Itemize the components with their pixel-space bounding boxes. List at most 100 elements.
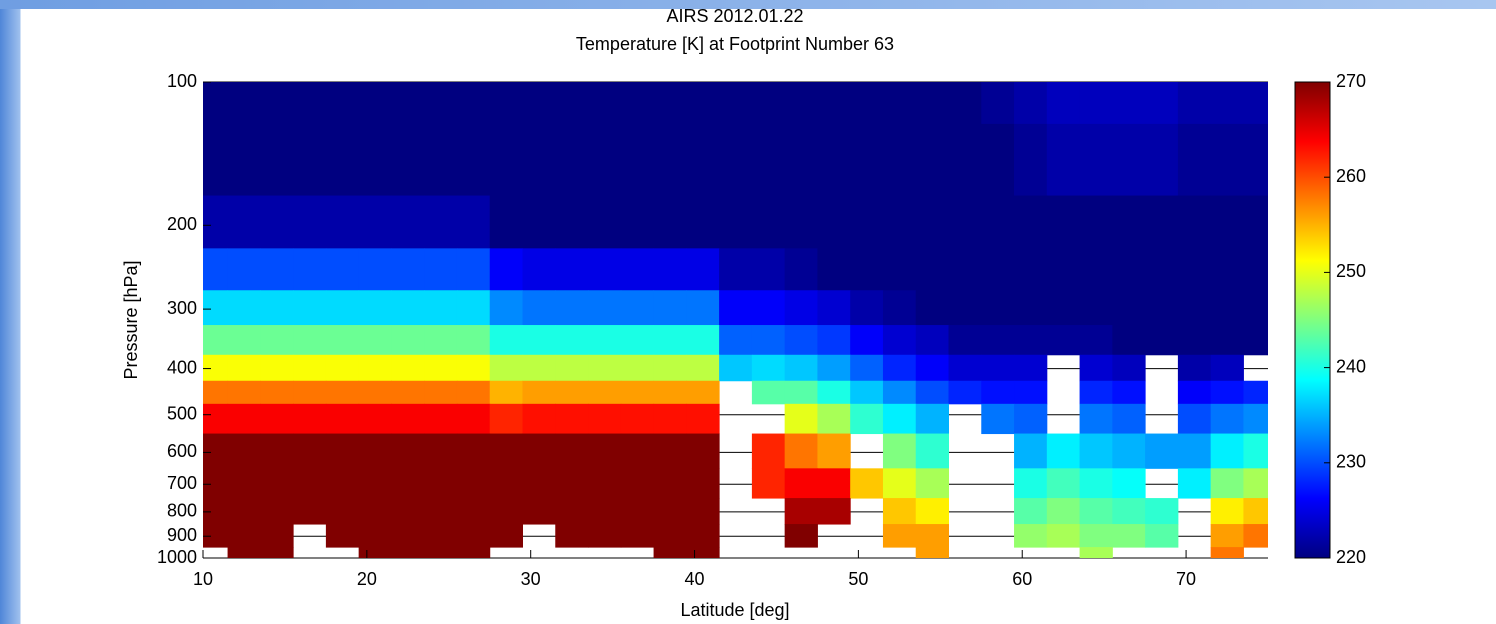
heat-cell — [948, 82, 982, 125]
x-tick-label: 60 — [1012, 569, 1032, 589]
heat-cell — [456, 290, 491, 326]
heat-cell — [456, 82, 491, 125]
heat-cell — [358, 325, 392, 356]
heat-cell — [293, 123, 327, 197]
heat-cell — [358, 290, 392, 326]
heat-cell — [686, 403, 720, 435]
heat-cell — [686, 325, 720, 356]
heat-cell — [653, 354, 687, 382]
heat-cell — [588, 524, 622, 548]
heat-cell — [1243, 325, 1268, 356]
heat-cell — [1112, 380, 1146, 405]
heat-cell — [260, 468, 294, 499]
heat-cell — [227, 524, 261, 548]
heat-cell — [1079, 498, 1113, 525]
heat-cell — [1210, 403, 1244, 435]
heat-cell — [456, 433, 491, 469]
heat-cell — [981, 354, 1015, 382]
heat-cell — [620, 195, 655, 249]
heat-cell — [850, 290, 884, 326]
y-axis-label: Pressure [hPa] — [121, 260, 141, 379]
heat-cell — [1014, 195, 1048, 249]
heat-cell — [653, 123, 687, 197]
heat-cell — [555, 498, 589, 525]
heat-cell — [784, 524, 818, 548]
heat-cell — [489, 82, 523, 125]
heat-cell — [489, 468, 523, 499]
heat-cell — [227, 403, 261, 435]
colorbar — [1294, 81, 1331, 559]
heat-cell — [1014, 498, 1048, 525]
heat-cell — [358, 248, 392, 291]
heat-cell — [850, 325, 884, 356]
heat-cell — [850, 82, 884, 125]
heat-cell — [358, 433, 392, 469]
heat-cell — [1112, 82, 1146, 125]
heat-cell — [686, 547, 720, 558]
heat-cell — [588, 325, 622, 356]
heat-cell — [686, 82, 720, 125]
heat-cell — [915, 248, 949, 291]
heat-cell — [391, 248, 425, 291]
heat-cell — [1079, 403, 1113, 435]
heat-cell — [1177, 354, 1212, 382]
y-tick-label: 300 — [167, 298, 197, 318]
heat-cell — [522, 82, 556, 125]
heat-cell — [1079, 433, 1113, 469]
y-tick-label: 500 — [167, 403, 197, 423]
heat-cell — [391, 433, 425, 469]
heat-cell — [882, 195, 917, 249]
heat-cell — [456, 123, 491, 197]
heat-cell — [915, 433, 949, 469]
heat-cell — [1243, 498, 1268, 525]
heat-cell — [325, 433, 360, 469]
heat-cell — [325, 354, 360, 382]
heat-cell — [1145, 290, 1179, 326]
heat-cell — [358, 82, 392, 125]
heat-cell — [817, 248, 851, 291]
heat-cell — [260, 403, 294, 435]
heat-cell — [981, 195, 1015, 249]
heat-cell — [227, 380, 261, 405]
heat-cell — [391, 547, 425, 558]
heat-cell — [850, 403, 884, 435]
heat-cell — [293, 195, 327, 249]
heat-cell — [817, 468, 851, 499]
heat-cell — [1046, 290, 1081, 326]
heat-cell — [1177, 325, 1212, 356]
heat-cell — [850, 195, 884, 249]
heat-cell — [719, 325, 753, 356]
heat-cell — [1014, 524, 1048, 548]
heat-cell — [1046, 248, 1081, 291]
heat-cell — [948, 380, 982, 405]
heat-cell — [1177, 403, 1212, 435]
heat-cell — [882, 325, 917, 356]
heat-cell — [850, 380, 884, 405]
heat-cell — [1210, 248, 1244, 291]
heat-cell — [293, 82, 327, 125]
heat-cell — [1210, 468, 1244, 499]
heat-cell — [751, 380, 786, 405]
heat-cell — [1079, 325, 1113, 356]
heat-cell — [1177, 82, 1212, 125]
heat-cell — [456, 468, 491, 499]
heat-cell — [1112, 354, 1146, 382]
y-tick-label: 400 — [167, 357, 197, 377]
heat-cell — [620, 403, 655, 435]
heat-cell — [260, 380, 294, 405]
heat-cell — [1014, 354, 1048, 382]
heat-cell — [1145, 524, 1179, 548]
heat-cell — [391, 123, 425, 197]
heat-cell — [620, 325, 655, 356]
heat-cell — [489, 403, 523, 435]
heat-cell — [391, 403, 425, 435]
heat-cell — [227, 82, 261, 125]
heat-cell — [227, 290, 261, 326]
heat-cell — [424, 195, 458, 249]
heat-cell — [948, 354, 982, 382]
heat-cell — [915, 290, 949, 326]
heat-cell — [784, 290, 818, 326]
heat-cell — [1079, 468, 1113, 499]
